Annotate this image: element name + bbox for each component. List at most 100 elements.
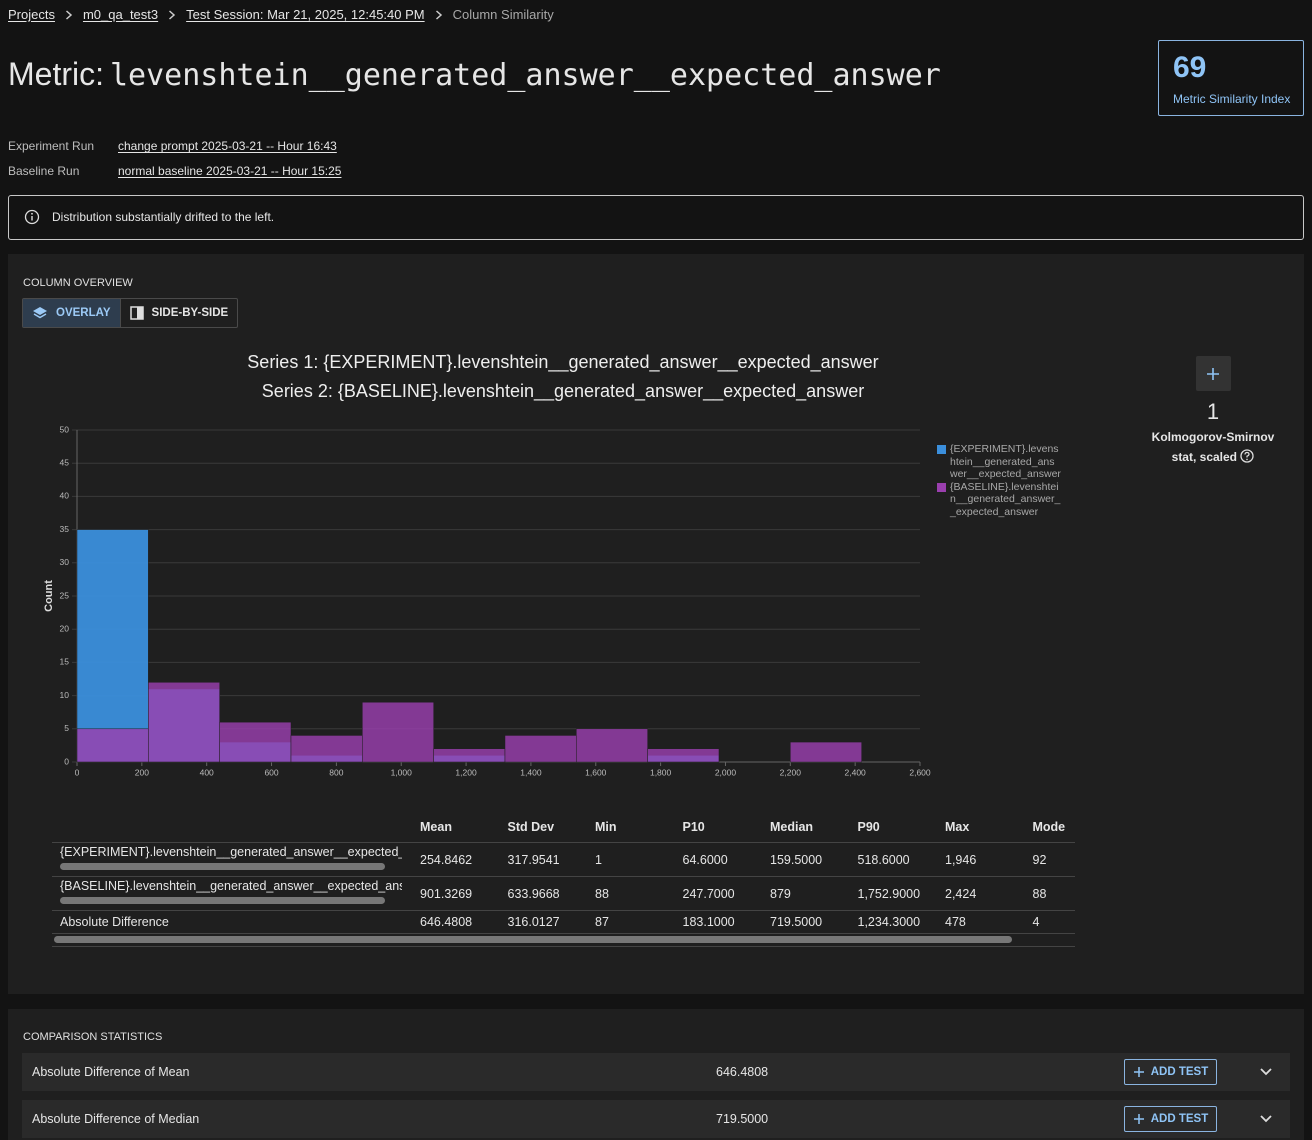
- bar: [433, 748, 506, 763]
- bar: [290, 735, 363, 763]
- tab[interactable]: SIDE-BY-SIDE: [121, 299, 238, 327]
- button-label: ADD TEST: [1150, 1113, 1209, 1125]
- table-cell: 518.6000: [840, 843, 928, 877]
- table-cell: 646.4808: [402, 911, 490, 934]
- legend-item: {BASELINE}.levenshtein__generated_answer…: [937, 481, 1087, 519]
- bar: [76, 529, 149, 763]
- help-icon[interactable]: [1240, 449, 1255, 463]
- cell-text: 1: [595, 852, 602, 867]
- table-row: Absolute Difference 646.4808 316.0127 87 183…: [52, 910, 1075, 934]
- table-row: {EXPERIMENT}.levenshtein__generated_answ…: [52, 842, 1076, 877]
- table-cell: {EXPERIMENT}.levenshtein__generated_answ…: [52, 843, 402, 877]
- cell-text: 901.3269: [420, 886, 473, 901]
- run-link[interactable]: normal baseline 2025-03-21 -- Hour 15:25: [118, 164, 342, 178]
- score-label: Metric Similarity Index: [1173, 92, 1291, 106]
- cell-text: 633.9668: [507, 886, 560, 901]
- run-link[interactable]: change prompt 2025-03-21 -- Hour 16:43: [118, 139, 337, 153]
- breadcrumb: Projects m0_qa_test3 Test Session: Mar 21,…: [8, 7, 554, 22]
- cell-text: Absolute Difference: [60, 915, 169, 929]
- breadcrumb-item[interactable]: m0_qa_test3: [82, 7, 159, 22]
- run-row: Baseline Run normal baseline 2025-03-21 -…: [8, 164, 341, 178]
- table-cell: 478: [927, 911, 1015, 934]
- add-test-button[interactable]: ADD TEST: [1124, 1059, 1217, 1085]
- legend-swatch: [937, 482, 946, 492]
- run-label: Experiment Run: [8, 139, 95, 153]
- expand-button[interactable]: [1195, 356, 1231, 391]
- column-header: P10: [682, 820, 705, 834]
- column-header: Mean: [420, 820, 452, 834]
- chart-title: Series 1: {EXPERIMENT}.levenshtein__gene…: [247, 352, 878, 373]
- table-cell: 1: [577, 843, 665, 877]
- scrollbar[interactable]: [52, 933, 1075, 947]
- stat-value: 719.5000: [716, 1112, 769, 1126]
- breadcrumb-item[interactable]: Test Session: Mar 21, 2025, 12:45:40 PM: [186, 7, 425, 22]
- y-tick-label: 40: [60, 491, 70, 501]
- y-tick-label: 5: [64, 723, 69, 733]
- table-cell: 64.6000: [665, 843, 753, 877]
- chevron: [65, 9, 73, 20]
- x-tick-label: 1,200: [455, 767, 477, 777]
- y-tick-label: 45: [60, 457, 70, 467]
- table-row: {BASELINE}.levenshtein__generated_answer…: [52, 876, 1075, 911]
- cell-text: 4: [1032, 915, 1040, 929]
- tab[interactable]: OVERLAY: [23, 299, 121, 327]
- x-tick-label: 800: [329, 767, 343, 777]
- ks-value: 1: [1206, 399, 1220, 424]
- cell-text: 247.7000: [682, 886, 735, 901]
- table-cell: {BASELINE}.levenshtein__generated_answer…: [52, 877, 402, 911]
- y-tick-label: 50: [60, 424, 70, 434]
- cell-text: 1,752.9000: [857, 886, 921, 901]
- table-cell: 92: [1015, 843, 1076, 877]
- cell-text: 1,946: [945, 852, 977, 867]
- breadcrumb-item[interactable]: Projects: [8, 7, 55, 22]
- cell-text: 719.5000: [770, 915, 823, 929]
- table-cell: 2,424: [927, 877, 1015, 911]
- x-tick-label: 200: [135, 767, 149, 777]
- chart-subtitle: Series 2: {BASELINE}.levenshtein__genera…: [262, 381, 864, 402]
- cell-text: 2,424: [945, 886, 977, 901]
- ks-label-text: Kolmogorov-Smirnov stat, scaled: [1151, 430, 1275, 464]
- alert-text: Distribution substantially drifted to th…: [52, 210, 275, 224]
- cell-text: 88: [1032, 886, 1047, 901]
- y-tick-label: 15: [60, 657, 70, 667]
- cell-scrollbar[interactable]: [60, 863, 385, 870]
- alert: Distribution substantially drifted to th…: [8, 195, 1304, 240]
- table-cell: 87: [577, 911, 665, 934]
- tab-label: SIDE-BY-SIDE: [151, 307, 229, 319]
- ks-label: Kolmogorov-Smirnov stat, scaled: [1148, 427, 1278, 467]
- bar: [790, 741, 862, 763]
- x-tick-label: 1,800: [650, 767, 672, 777]
- row-name: {BASELINE}.levenshtein__generated_answer…: [60, 879, 402, 893]
- table-cell: 1,946: [927, 843, 1015, 877]
- table-cell: 879: [752, 877, 840, 911]
- legend-label: {BASELINE}.levenshtein__generated_answer…: [950, 480, 1061, 518]
- legend-item: {EXPERIMENT}.levenshtein__generated_answ…: [937, 443, 1087, 481]
- bar: [148, 682, 220, 763]
- expand-chevron[interactable]: [1259, 1113, 1273, 1125]
- x-tick-label: 400: [200, 767, 214, 777]
- column-header: Max: [945, 820, 970, 834]
- plus-icon: [1133, 1114, 1144, 1124]
- cell-text: 64.6000: [682, 852, 728, 867]
- ks-stat: 1 Kolmogorov-Smirnov stat, scaled: [1140, 356, 1286, 467]
- table-cell: 247.7000: [665, 877, 753, 911]
- button-label: ADD TEST: [1150, 1066, 1209, 1078]
- table-cell: 88: [577, 877, 665, 911]
- add-test-button[interactable]: ADD TEST: [1124, 1106, 1217, 1132]
- legend-swatch: [937, 445, 946, 454]
- x-tick-label: 2,600: [909, 767, 931, 777]
- x-tick-label: 2,200: [780, 767, 802, 777]
- metric-name: levenshtein__generated_answer__expected_…: [110, 58, 941, 93]
- bar: [576, 728, 648, 763]
- expand-chevron[interactable]: [1259, 1066, 1273, 1078]
- bar: [362, 701, 434, 763]
- table-cell: 317.9541: [490, 843, 578, 877]
- cell-text: 478: [945, 915, 966, 929]
- info-icon: [24, 209, 40, 225]
- y-tick-label: 10: [60, 690, 70, 700]
- cell-scrollbar[interactable]: [60, 897, 385, 904]
- bar: [76, 728, 149, 763]
- column-header: Mode: [1032, 820, 1066, 834]
- table-cell: 1,752.9000: [840, 877, 928, 911]
